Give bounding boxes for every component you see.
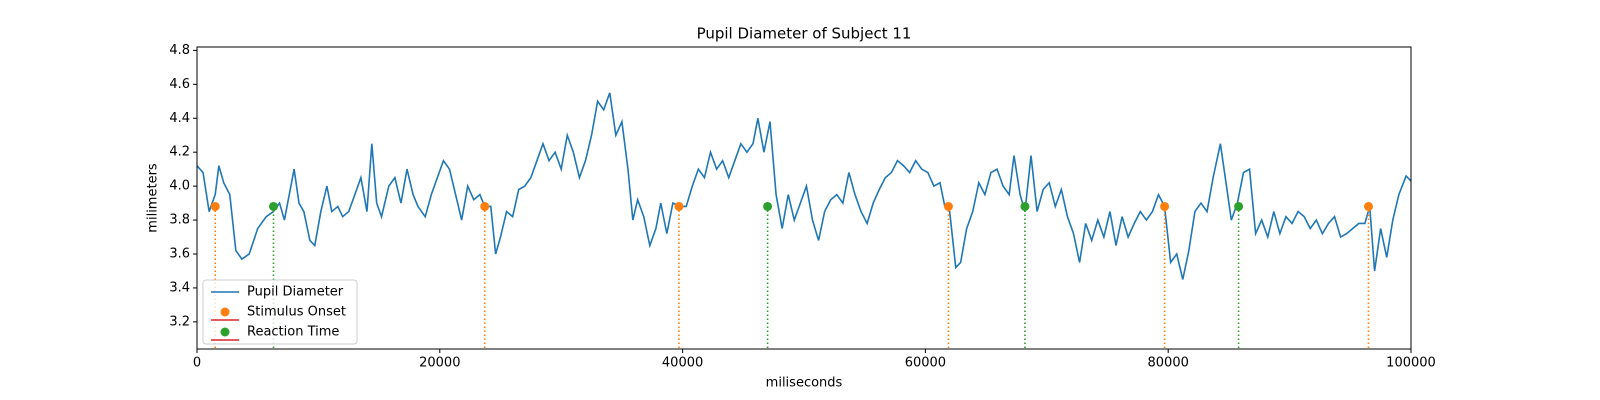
y-tick-label: 4.4 [169, 111, 190, 126]
x-tick-label: 0 [193, 356, 201, 371]
marker [268, 201, 278, 211]
y-tick-label: 3.6 [169, 246, 190, 261]
x-tick-label: 20000 [419, 356, 460, 371]
x-axis-label: miliseconds [766, 376, 843, 391]
y-tick-label: 3.2 [169, 314, 190, 329]
marker [210, 201, 220, 211]
legend-swatch [220, 307, 230, 317]
legend-label: Reaction Time [247, 325, 339, 340]
y-tick-label: 4.2 [169, 145, 190, 160]
x-tick-label: 100000 [1386, 356, 1436, 371]
chart-title: Pupil Diameter of Subject 11 [697, 25, 912, 43]
y-axis-label: milimeters [146, 163, 161, 233]
y-tick-label: 4.8 [169, 43, 190, 58]
marker [1234, 201, 1244, 211]
marker [1020, 201, 1030, 211]
marker [1160, 201, 1170, 211]
y-tick-label: 4.0 [169, 179, 190, 194]
plot-frame [196, 46, 1412, 350]
y-tick-label: 4.6 [169, 77, 190, 92]
x-tick-label: 60000 [905, 356, 946, 371]
marker [1364, 201, 1374, 211]
legend-swatch [220, 327, 230, 337]
legend-label: Stimulus Onset [247, 305, 346, 320]
marker [480, 201, 490, 211]
x-tick-label: 40000 [662, 356, 703, 371]
x-tick-label: 80000 [1148, 356, 1189, 371]
marker [943, 201, 953, 211]
legend-box [202, 279, 358, 345]
marker [763, 201, 773, 211]
data-line [197, 92, 1411, 280]
plot-area [197, 92, 1411, 349]
y-tick-label: 3.4 [169, 280, 190, 295]
marker [674, 201, 684, 211]
legend-label: Pupil Diameter [247, 285, 344, 300]
y-tick-label: 3.8 [169, 213, 190, 228]
